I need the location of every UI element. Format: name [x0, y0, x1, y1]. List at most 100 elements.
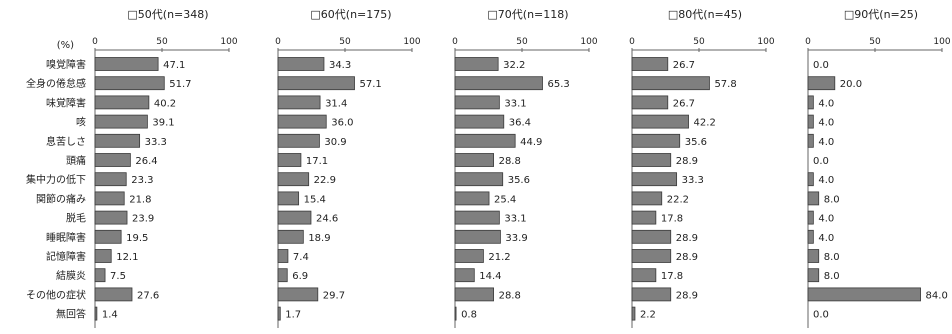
- data-label: 26.7: [673, 60, 695, 71]
- bar: [807, 229, 814, 244]
- bar: [807, 114, 814, 129]
- data-label: 33.3: [145, 137, 167, 148]
- bar: [277, 249, 289, 263]
- data-label: 12.1: [116, 252, 138, 263]
- data-label: 28.9: [676, 252, 698, 263]
- x-tick-label: 100: [933, 37, 950, 47]
- data-label: 35.6: [685, 137, 707, 148]
- bar: [807, 191, 820, 206]
- bar: [277, 287, 319, 302]
- category-label: 関節の痛み: [36, 192, 86, 205]
- data-label: 21.8: [129, 194, 151, 205]
- data-label: 19.5: [126, 233, 148, 244]
- x-tick-label: 100: [757, 37, 774, 47]
- data-label: 33.1: [504, 98, 526, 109]
- data-label: 31.4: [325, 98, 347, 109]
- bar: [94, 229, 122, 244]
- bar: [454, 306, 457, 321]
- data-label: 35.6: [508, 175, 530, 186]
- category-label: 無回答: [56, 308, 86, 321]
- bar: [94, 95, 150, 110]
- category-label: 記憶障害: [46, 250, 86, 263]
- panel-title: □60代(n=175): [310, 8, 391, 21]
- data-label: 28.8: [499, 156, 521, 167]
- data-label: 0.8: [461, 310, 477, 321]
- data-label: 17.8: [661, 271, 683, 282]
- bar: [277, 191, 300, 206]
- bar: [94, 172, 127, 187]
- bar: [277, 172, 310, 187]
- bar: [631, 229, 672, 244]
- bar: [94, 114, 148, 129]
- bar: [94, 133, 141, 148]
- x-tick-label: 0: [92, 37, 98, 47]
- x-tick-label: 0: [805, 37, 811, 47]
- bar: [94, 249, 112, 263]
- data-label: 20.0: [840, 79, 862, 90]
- bar: [454, 210, 500, 225]
- panel-title: □90代(n=25): [844, 8, 918, 21]
- bar: [631, 57, 669, 71]
- data-label: 57.1: [360, 79, 382, 90]
- data-label: 36.0: [331, 118, 353, 129]
- data-label: 4.0: [818, 175, 834, 186]
- bar: [94, 76, 165, 91]
- bar: [631, 133, 681, 148]
- bar: [94, 191, 125, 206]
- bar: [454, 95, 500, 110]
- bar: [631, 172, 678, 187]
- category-label: 集中力の低下: [26, 173, 86, 186]
- data-label: 0.0: [813, 60, 829, 71]
- data-label: 4.0: [818, 98, 834, 109]
- bar: [631, 95, 669, 110]
- data-label: 7.4: [293, 252, 309, 263]
- bar: [277, 210, 312, 225]
- data-label: 8.0: [824, 252, 840, 263]
- bar: [631, 191, 663, 206]
- bar: [454, 191, 490, 206]
- category-label: 嗅覚障害: [46, 58, 86, 71]
- x-tick-label: 50: [516, 37, 528, 47]
- bar: [807, 76, 836, 91]
- data-label: 51.7: [169, 79, 191, 90]
- data-label: 26.4: [135, 156, 157, 167]
- data-label: 0.0: [813, 310, 829, 321]
- data-label: 14.4: [479, 271, 501, 282]
- category-label: 息苦しさ: [46, 135, 86, 148]
- data-label: 22.2: [667, 194, 689, 205]
- bar: [631, 268, 657, 283]
- data-label: 30.9: [324, 137, 346, 148]
- data-label: 36.4: [509, 118, 531, 129]
- data-label: 1.7: [285, 310, 301, 321]
- bar: [454, 287, 494, 302]
- data-label: 4.0: [818, 233, 834, 244]
- bar: [631, 306, 636, 321]
- panel-title: □80代(n=45): [668, 8, 742, 21]
- bar: [807, 249, 820, 263]
- data-label: 21.2: [488, 252, 510, 263]
- data-label: 28.8: [499, 290, 521, 301]
- category-label: 頭痛: [66, 154, 86, 167]
- x-tick-label: 100: [220, 37, 237, 47]
- data-label: 32.2: [503, 60, 525, 71]
- bar: [94, 306, 98, 321]
- bar: [807, 268, 820, 283]
- bar: [631, 153, 672, 167]
- data-label: 4.0: [818, 137, 834, 148]
- bar: [277, 268, 288, 283]
- data-label: 27.6: [137, 290, 159, 301]
- category-label: 睡眠障害: [46, 231, 86, 244]
- data-label: 15.4: [304, 194, 326, 205]
- x-tick-label: 0: [275, 37, 281, 47]
- bar: [631, 114, 689, 129]
- data-label: 33.3: [682, 175, 704, 186]
- bar: [277, 57, 325, 71]
- panel-title: □50代(n=348): [127, 8, 208, 21]
- data-label: 57.8: [714, 79, 736, 90]
- bar: [454, 133, 516, 148]
- data-label: 8.0: [824, 194, 840, 205]
- bar: [454, 249, 484, 263]
- data-label: 25.4: [494, 194, 516, 205]
- data-label: 34.3: [329, 60, 351, 71]
